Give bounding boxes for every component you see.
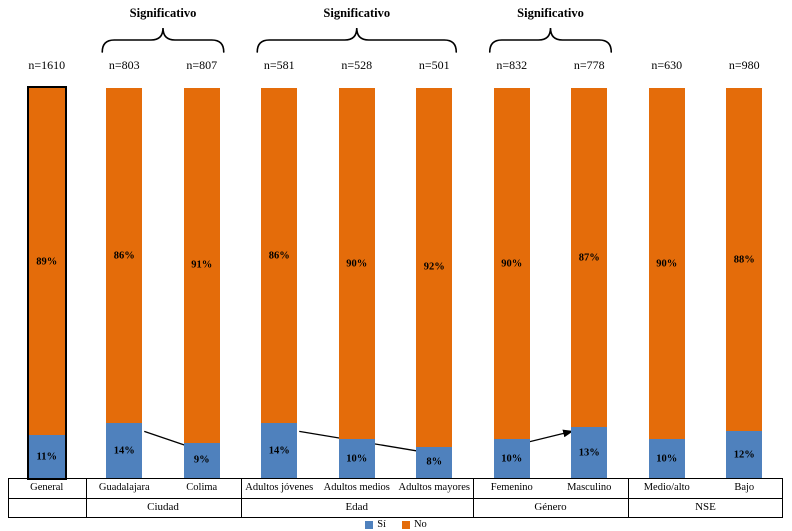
- category-label-femenino: Femenino: [490, 482, 533, 493]
- segment-no: 91%: [183, 88, 220, 443]
- percent-label-si: 10%: [346, 453, 368, 464]
- percent-label-no: 86%: [268, 250, 290, 262]
- n-label: n=581: [263, 58, 295, 72]
- percent-label-si: 8%: [426, 456, 443, 468]
- segment-no: 92%: [416, 88, 453, 447]
- segment-si: 9%: [183, 442, 220, 478]
- segment-si: 11%: [28, 435, 65, 478]
- group-label-ciudad: Ciudad: [147, 501, 179, 513]
- group-label-edad: Edad: [345, 501, 369, 513]
- segment-no: 87%: [571, 88, 608, 428]
- segment-si: 13%: [571, 427, 608, 478]
- n-label: n=501: [418, 58, 450, 72]
- percent-label-no: 87%: [578, 252, 600, 264]
- significance-brace: [488, 27, 613, 53]
- bar-masculino: 87% 13%: [571, 88, 608, 478]
- bar-adultos-mayores: 92% 8%: [416, 88, 453, 478]
- percent-label-si: 14%: [113, 445, 135, 457]
- percent-label-no: 90%: [656, 258, 678, 269]
- bar-adultos-medios: 90% 10%: [338, 88, 375, 478]
- segment-no: 86%: [261, 88, 298, 424]
- percent-label-si: 10%: [656, 453, 678, 464]
- bar-femenino: 90% 10%: [493, 88, 530, 478]
- n-label: n=528: [341, 58, 373, 72]
- bar-medio-alto: 90% 10%: [648, 88, 685, 478]
- percent-label-si: 9%: [193, 454, 210, 466]
- table-column-divider: [628, 478, 629, 518]
- percent-label-si: 12%: [733, 449, 755, 461]
- n-label: n=803: [108, 58, 140, 72]
- segment-si: 14%: [106, 423, 143, 478]
- legend-swatch-no: [401, 520, 410, 529]
- table-column-divider: [240, 478, 242, 518]
- bar-adultos-jovenes: 86% 14%: [261, 88, 298, 478]
- percent-label-no: 90%: [501, 258, 523, 269]
- segment-no: 89%: [28, 88, 65, 436]
- n-label: n=980: [728, 58, 760, 72]
- percent-label-si: 11%: [36, 451, 57, 463]
- group-label-genero: Género: [534, 501, 567, 513]
- segment-no: 86%: [106, 88, 143, 424]
- bar-guadalajara: 86% 14%: [106, 88, 143, 478]
- percent-label-no: 86%: [113, 250, 135, 262]
- percent-label-no: 91%: [191, 259, 213, 271]
- bar-bajo: 88% 12%: [726, 88, 763, 478]
- category-label-bajo: Bajo: [734, 482, 755, 493]
- legend-label-si: Sí: [377, 519, 386, 530]
- category-label-masculino: Masculino: [567, 482, 612, 493]
- category-label-general: General: [30, 482, 64, 493]
- segment-si: 10%: [648, 439, 685, 478]
- category-label-adultos-medios: Adultos medios: [323, 482, 390, 493]
- percent-label-si: 14%: [268, 445, 290, 457]
- category-label-adultos-mayores: Adultos mayores: [398, 482, 470, 493]
- table-column-divider: [473, 478, 474, 518]
- n-label: n=778: [573, 58, 605, 72]
- percent-label-si: 10%: [501, 453, 523, 464]
- n-label: n=630: [651, 58, 683, 72]
- table-row-divider: [8, 498, 783, 499]
- bar-general: 89% 11%: [26, 86, 67, 480]
- group-label-nse: NSE: [695, 501, 716, 513]
- percent-label-no: 88%: [733, 254, 755, 266]
- significance-brace: [101, 27, 225, 53]
- n-label: n=807: [186, 58, 218, 72]
- table-column-divider: [85, 478, 87, 518]
- significance-title: Significativo: [323, 6, 391, 20]
- segment-si: 10%: [493, 439, 530, 478]
- significance-brace: [256, 27, 458, 53]
- percent-label-si: 13%: [578, 447, 600, 459]
- segment-si: 12%: [726, 431, 763, 478]
- segment-si: 8%: [416, 446, 453, 478]
- segment-no: 88%: [726, 88, 763, 432]
- legend-item-si: Sí: [365, 519, 386, 530]
- significance-title: Significativo: [517, 6, 584, 20]
- category-label-colima: Colima: [186, 482, 218, 493]
- significance-title: Significativo: [129, 6, 197, 20]
- legend: Sí No: [0, 519, 792, 530]
- category-label-adultos-jovenes: Adultos jóvenes: [245, 482, 314, 493]
- segment-no: 90%: [493, 88, 530, 439]
- category-label-medio-alto: Medio/alto: [643, 482, 690, 493]
- segment-no: 90%: [648, 88, 685, 439]
- segment-no: 90%: [338, 88, 375, 439]
- legend-swatch-si: [365, 520, 374, 529]
- percent-label-no: 89%: [36, 256, 58, 268]
- n-label: n=1610: [28, 58, 66, 72]
- percent-label-no: 90%: [346, 258, 368, 269]
- category-label-guadalajara: Guadalajara: [98, 482, 150, 493]
- legend-label-no: No: [413, 519, 427, 530]
- segment-si: 10%: [338, 439, 375, 478]
- percent-label-no: 92%: [423, 261, 445, 273]
- n-label: n=832: [496, 58, 528, 72]
- legend-item-no: No: [401, 519, 427, 530]
- bar-colima: 91% 9%: [183, 88, 220, 478]
- segment-si: 14%: [261, 423, 298, 478]
